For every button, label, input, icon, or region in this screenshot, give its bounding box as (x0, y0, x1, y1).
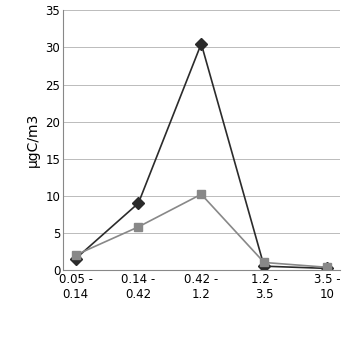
Line: Series1: Series1 (71, 39, 331, 273)
Line: Series2: Series2 (71, 190, 331, 272)
Series2 (325, 265, 329, 270)
Series2 (199, 192, 203, 196)
Series1 (262, 264, 266, 268)
Series1 (199, 42, 203, 46)
Series1 (136, 201, 140, 205)
Series1 (325, 266, 329, 271)
Series2 (74, 253, 78, 257)
Y-axis label: μgC/m3: μgC/m3 (26, 113, 40, 167)
Series2 (136, 225, 140, 229)
Series1 (74, 257, 78, 261)
Series2 (262, 261, 266, 265)
